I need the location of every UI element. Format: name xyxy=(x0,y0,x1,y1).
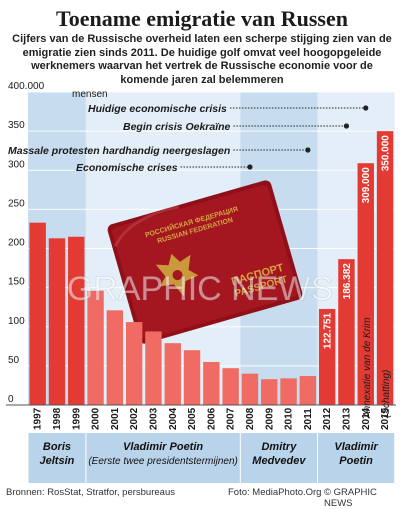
chart-subtitle: Cijfers van de Russische overheid laten … xyxy=(12,33,392,86)
footer-copyright: © GRAPHIC NEWS xyxy=(324,487,377,509)
bar-2000 xyxy=(87,290,104,405)
x-tick-label-2013: 2013 xyxy=(341,407,352,430)
bar-2004 xyxy=(164,343,181,405)
crimea-annotation-line1: Annexatie van de Krim xyxy=(362,317,373,419)
y-axis-unit-label: mensen xyxy=(72,89,108,100)
annotation-marker xyxy=(363,105,369,111)
x-tick-label-2011: 2011 xyxy=(303,408,314,430)
annotation-label: Begin crisis Oekraïne xyxy=(123,121,231,133)
x-tick-label-2002: 2002 xyxy=(129,407,140,430)
y-axis-ticks: 0 50 100 150 200 250 300 350 400.000 xyxy=(8,81,45,405)
period-name: Vladimir Poetin xyxy=(123,441,203,453)
period-label-box xyxy=(86,433,240,483)
x-tick-label-2008: 2008 xyxy=(245,407,256,430)
watermark: GRAPHIC NEWS xyxy=(67,270,333,308)
eagle-emblem-icon xyxy=(155,253,199,297)
period-subtitle: (Eerste twee presidentstermijnen) xyxy=(88,456,238,467)
bar-2015 xyxy=(376,131,394,405)
bar-2008 xyxy=(241,373,259,405)
bar-2013 xyxy=(338,259,355,405)
bar-2005 xyxy=(183,350,201,405)
value-label-2014: 309.000 xyxy=(361,167,372,204)
x-axis-ticks: 1997 1998 1999 2000 2001 2002 2003 2004 2005 2006… xyxy=(33,407,391,430)
passport-image: РОССИЙСКАЯ ФЕДЕРАЦИЯ RUSSIAN FEDERATION … xyxy=(107,180,303,344)
y-tick-label: 100 xyxy=(8,316,25,327)
value-labels: 122.751 186.382 309.000 350.000 xyxy=(323,135,392,349)
bar-2011 xyxy=(299,376,317,405)
y-tick-label: 350 xyxy=(8,120,25,131)
y-tick-label: 200 xyxy=(8,238,25,249)
annotation-marker xyxy=(343,123,350,129)
footer-photo-credit: Foto: MediaPhoto.Org xyxy=(228,487,322,498)
y-tick-label: 300 xyxy=(8,159,25,170)
x-tick-label-2006: 2006 xyxy=(206,407,217,430)
period-name-line1: Boris xyxy=(43,441,71,453)
annotations: Huidige economische crisis Begin crisis O… xyxy=(8,103,369,174)
y-tick-label: 0 xyxy=(8,394,14,405)
period-name-line2: Poetin xyxy=(339,455,373,467)
x-tick-label-2000: 2000 xyxy=(91,407,102,430)
bar-2007 xyxy=(222,368,239,405)
period-name-line2: Jeltsin xyxy=(40,455,75,467)
x-tick-label-2004: 2004 xyxy=(168,407,179,430)
bar-2001 xyxy=(106,310,124,405)
annotation-label: Massale protesten hardhandig neergeslage… xyxy=(8,145,230,157)
chart-title: Toename emigratie van Russen xyxy=(56,6,348,31)
bar-2006 xyxy=(203,361,220,405)
x-tick-label-1998: 1998 xyxy=(52,407,63,430)
annotation-marker xyxy=(247,164,253,170)
period-name-line1: Dmitry xyxy=(261,441,297,453)
crimea-annotation-line2: (Schatting) xyxy=(381,370,392,418)
period-name-line2: Medvedev xyxy=(252,455,306,467)
x-tick-label-1999: 1999 xyxy=(71,407,82,430)
bar-1998 xyxy=(48,238,66,405)
annotation-marker xyxy=(305,147,311,153)
y-tick-label: 150 xyxy=(8,277,25,288)
x-tick-label-2009: 2009 xyxy=(264,407,275,430)
footer-sources: Bronnen: RosStat, Stratfor, persbureaus xyxy=(6,487,175,498)
x-tick-label-2007: 2007 xyxy=(226,407,237,430)
x-tick-label-2014: 2014 xyxy=(361,407,372,430)
annotation-label: Economische crises xyxy=(76,162,178,174)
value-label-2013: 186.382 xyxy=(342,263,353,300)
value-label-2012: 122.751 xyxy=(323,313,334,350)
y-tick-label: 400.000 xyxy=(8,81,45,92)
bar-2003 xyxy=(145,331,162,405)
x-tick-label-2005: 2005 xyxy=(187,407,198,430)
bar-2012 xyxy=(318,308,336,405)
x-tick-label-1997: 1997 xyxy=(33,407,44,430)
period-label-box xyxy=(28,433,86,483)
period-label-box xyxy=(240,433,317,483)
x-tick-label-2001: 2001 xyxy=(110,407,121,430)
x-tick-label-2003: 2003 xyxy=(148,407,159,430)
bar-2014 xyxy=(357,163,374,405)
bars xyxy=(6,131,396,406)
period-labels: Boris Jeltsin Vladimir Poetin (Eerste twee … xyxy=(28,433,395,483)
y-tick-label: 250 xyxy=(8,198,25,209)
x-tick-label-2015: 2015 xyxy=(380,407,391,430)
x-tick-label-2012: 2012 xyxy=(322,407,333,430)
bar-1999 xyxy=(68,236,85,405)
bar-2009 xyxy=(261,379,278,405)
value-label-2015: 350.000 xyxy=(381,135,392,172)
period-name-line1: Vladimir xyxy=(334,441,378,453)
bar-2010 xyxy=(280,378,297,405)
x-tick-label-2010: 2010 xyxy=(284,407,295,430)
y-tick-label: 50 xyxy=(8,355,20,366)
crimea-annotation: Annexatie van de Krim (Schatting) xyxy=(362,317,392,419)
annotation-label: Huidige economische crisis xyxy=(88,103,227,115)
bar-2002 xyxy=(125,322,143,405)
period-label-box xyxy=(318,433,395,483)
bar-1997 xyxy=(29,222,46,405)
